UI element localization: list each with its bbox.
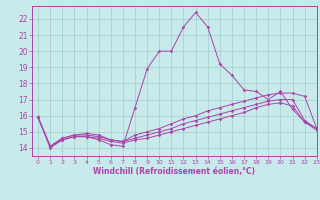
- X-axis label: Windchill (Refroidissement éolien,°C): Windchill (Refroidissement éolien,°C): [93, 167, 255, 176]
